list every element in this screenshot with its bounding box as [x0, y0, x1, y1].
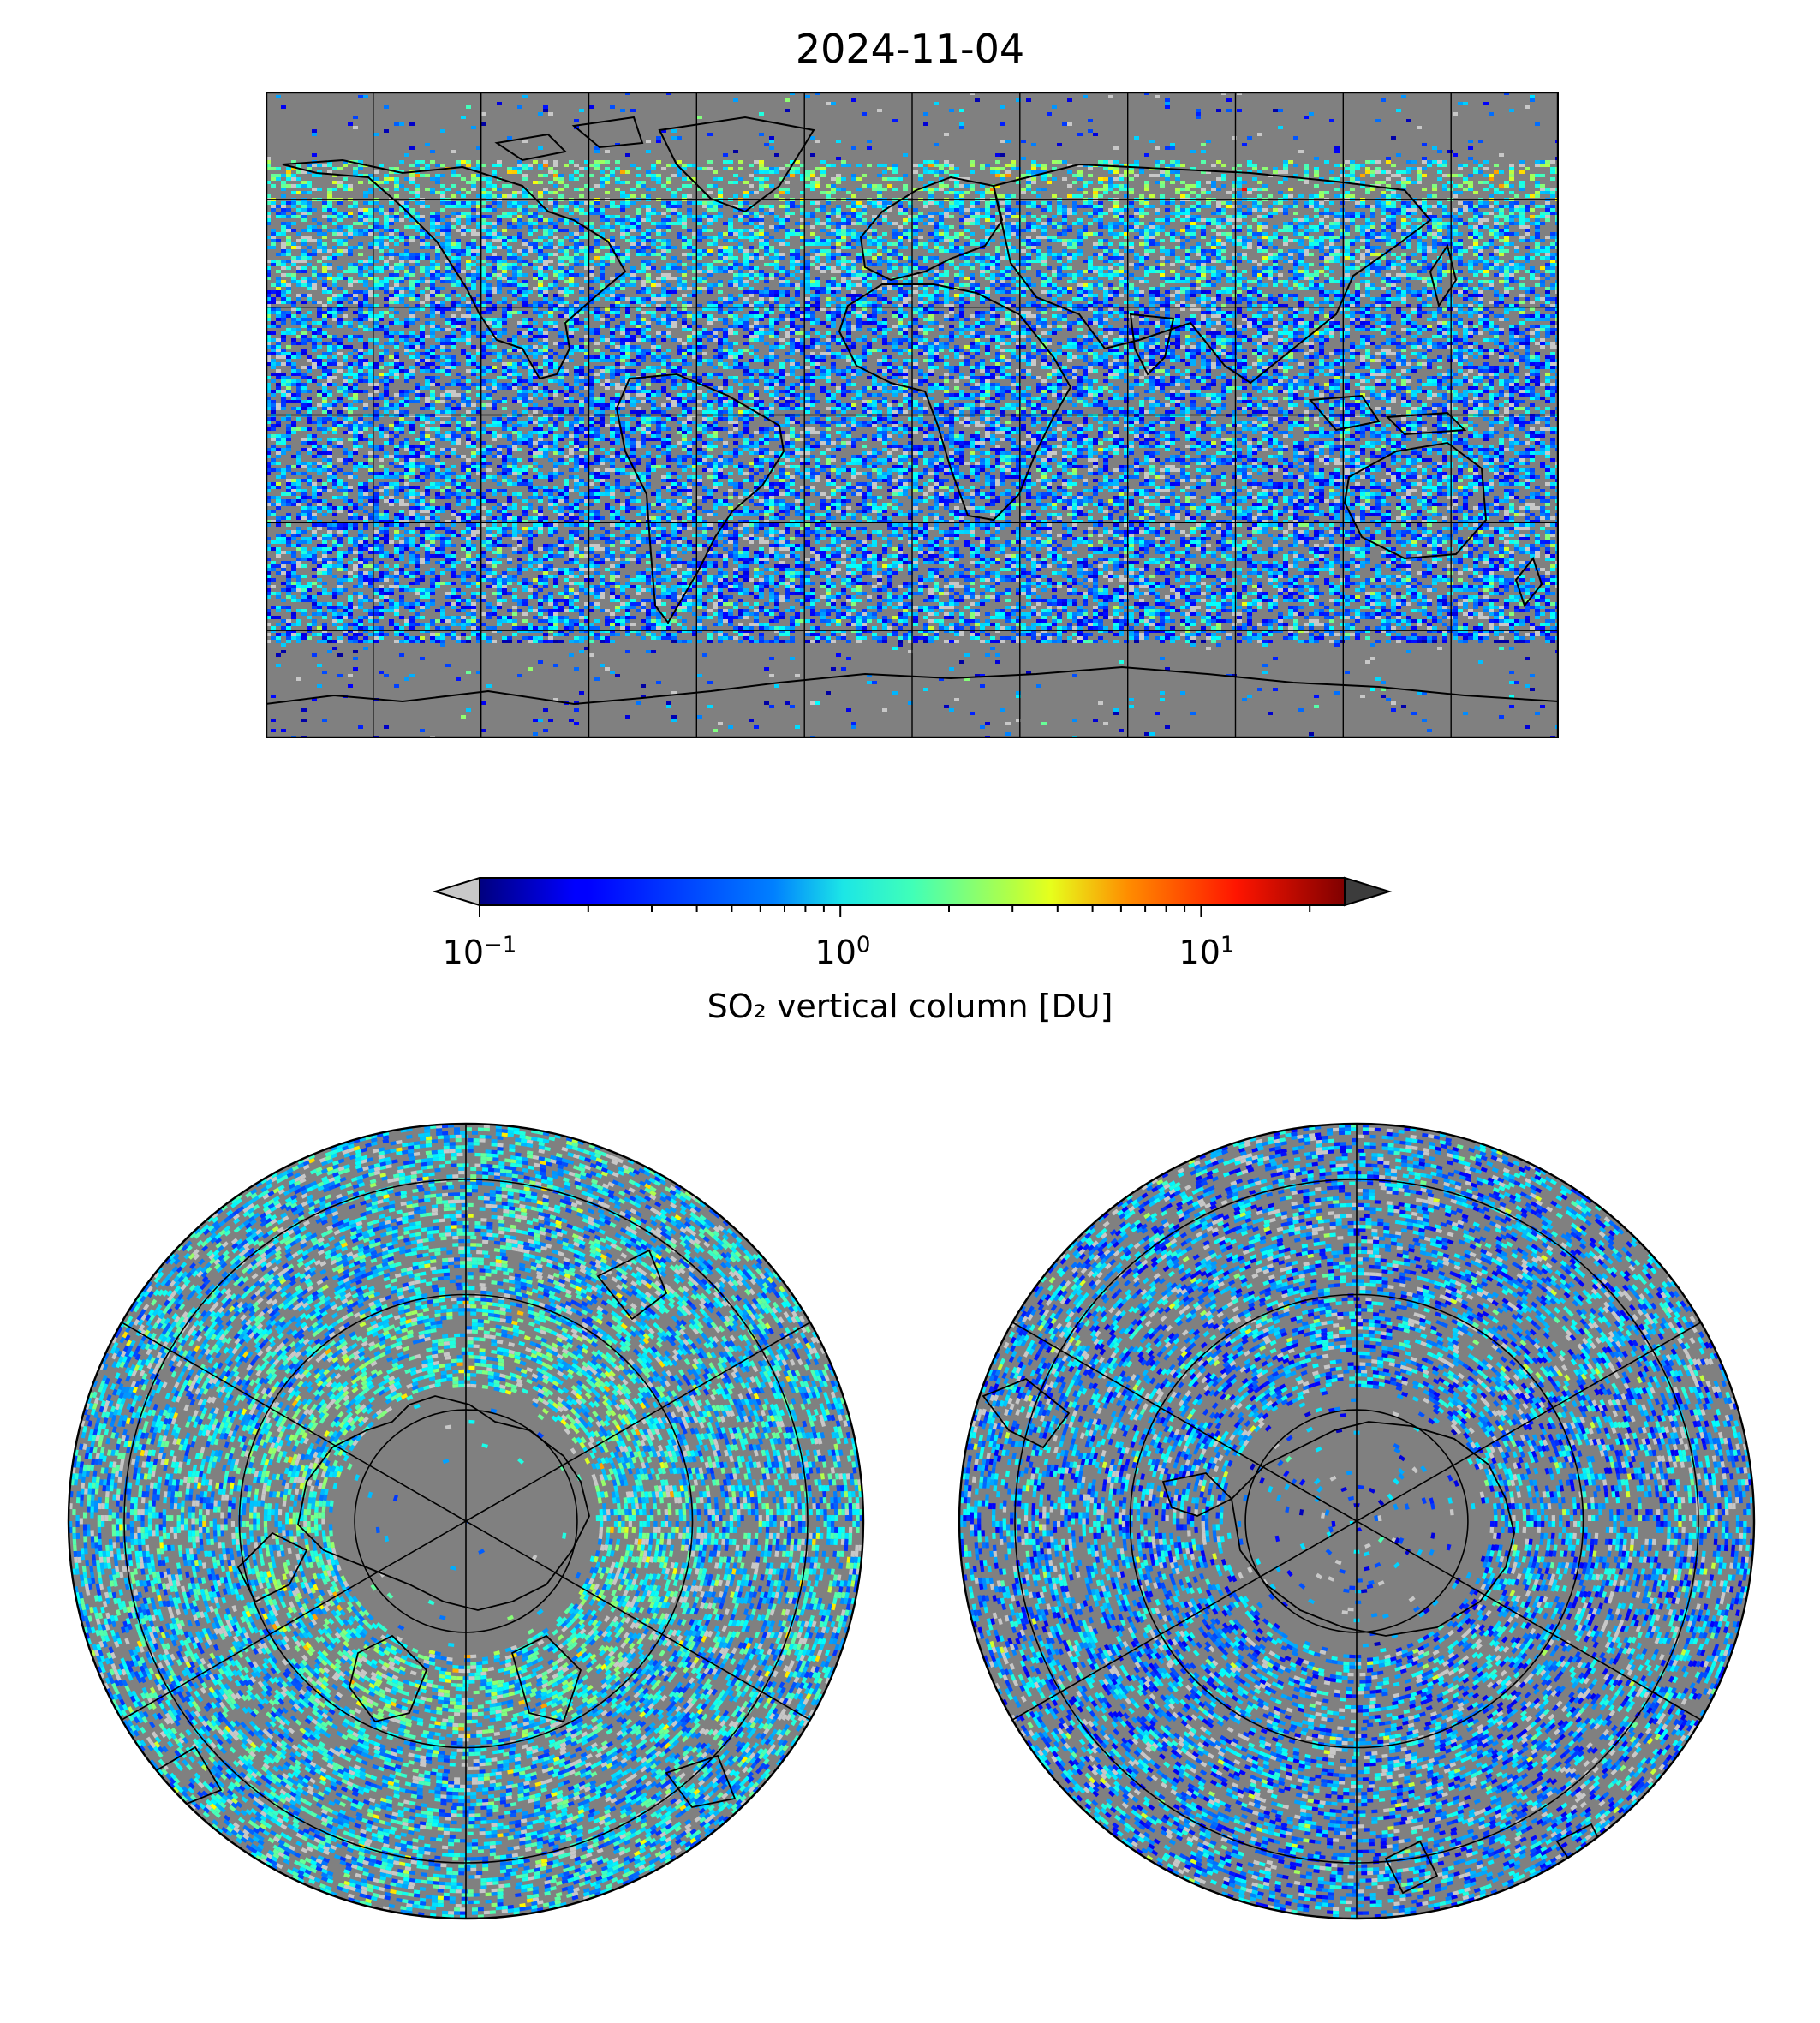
colorbar-over-extension: [1344, 876, 1393, 907]
colorbar-label: SO₂ vertical column [DU]: [0, 988, 1820, 1025]
world-map-frame: [266, 92, 1559, 738]
page-title: 2024-11-04: [0, 26, 1820, 72]
world-coastlines: [266, 116, 1559, 706]
colorbar-under-extension: [432, 876, 480, 907]
colorbar: [428, 869, 1396, 1041]
colorbar-ticks: [479, 905, 1311, 917]
world-map: [266, 92, 1559, 738]
colorbar-tick-label-1: 100: [815, 934, 871, 971]
north-gridlines: [121, 1124, 811, 1919]
colorbar-tick-label-2: 101: [1179, 934, 1235, 971]
south-polar-map: [958, 1122, 1756, 1920]
north-map-frame: [67, 1122, 865, 1920]
south-gridlines: [1011, 1124, 1702, 1919]
south-so2-field: [959, 1124, 1754, 1919]
south-map-frame: [958, 1122, 1756, 1920]
north-so2-field: [69, 1124, 863, 1919]
colorbar-tick-label-0: 10−1: [443, 934, 517, 971]
colorbar-gradient: [480, 878, 1345, 905]
world-so2-field: [266, 92, 1559, 738]
world-gridlines: [266, 92, 1559, 738]
north-polar-map: [67, 1122, 865, 1920]
